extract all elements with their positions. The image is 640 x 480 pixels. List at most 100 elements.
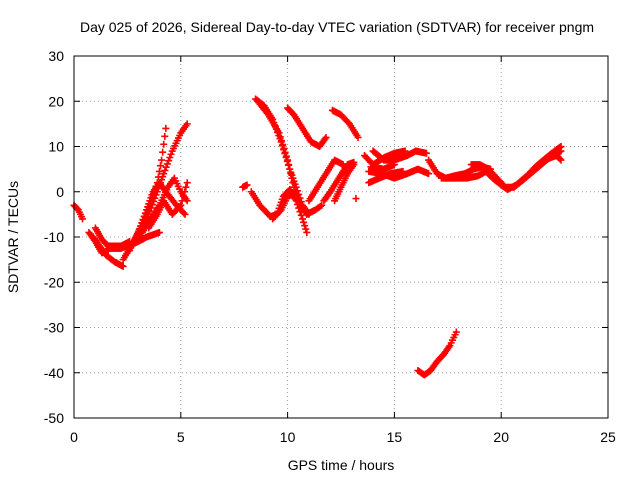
data-point bbox=[275, 129, 283, 137]
x-tick-label: 15 bbox=[387, 429, 403, 445]
data-track bbox=[331, 161, 358, 205]
data-point bbox=[178, 197, 186, 205]
data-point bbox=[181, 210, 189, 218]
data-point bbox=[139, 216, 147, 224]
x-tick-label: 0 bbox=[70, 429, 78, 445]
x-tick-label: 25 bbox=[600, 429, 616, 445]
data-track bbox=[367, 161, 398, 173]
data-point bbox=[160, 140, 168, 148]
data-track bbox=[369, 147, 430, 164]
data-point bbox=[354, 133, 362, 141]
data-point bbox=[288, 174, 296, 182]
y-tick-label: -20 bbox=[44, 274, 64, 290]
data-point bbox=[158, 156, 166, 164]
data-point bbox=[294, 194, 302, 202]
y-tick-label: 0 bbox=[56, 184, 64, 200]
data-point bbox=[148, 201, 156, 209]
data-point bbox=[284, 156, 292, 164]
data-point bbox=[166, 153, 174, 161]
data-point bbox=[289, 179, 297, 187]
data-point bbox=[276, 207, 284, 215]
data-point bbox=[316, 202, 324, 210]
data-point bbox=[287, 170, 295, 178]
data-point bbox=[445, 343, 453, 351]
data-series bbox=[70, 95, 565, 379]
data-point bbox=[295, 198, 303, 206]
y-tick-labels: -50 -40 -30 -20 -10 0 10 20 30 bbox=[44, 48, 608, 426]
data-point bbox=[263, 109, 271, 117]
y-tick-label: 30 bbox=[48, 48, 64, 64]
data-point bbox=[161, 166, 169, 174]
y-tick-label: 10 bbox=[48, 139, 64, 155]
data-track bbox=[269, 190, 298, 223]
data-point bbox=[155, 228, 163, 236]
data-point bbox=[285, 161, 293, 169]
data-point bbox=[179, 192, 187, 200]
data-point bbox=[147, 204, 155, 212]
data-point bbox=[390, 161, 398, 169]
data-point bbox=[155, 167, 163, 175]
data-point bbox=[290, 183, 298, 191]
data-point bbox=[422, 149, 430, 157]
data-point bbox=[160, 170, 168, 178]
data-point bbox=[299, 215, 307, 223]
y-tick-label: -30 bbox=[44, 320, 64, 336]
data-track bbox=[239, 181, 251, 191]
x-tick-label: 5 bbox=[177, 429, 185, 445]
data-point bbox=[79, 215, 87, 223]
data-point bbox=[163, 160, 171, 168]
data-point bbox=[279, 141, 287, 149]
data-point bbox=[557, 156, 565, 164]
data-point bbox=[277, 137, 285, 145]
data-point bbox=[150, 197, 158, 205]
data-track bbox=[305, 156, 347, 205]
data-track bbox=[104, 238, 134, 250]
data-track bbox=[352, 195, 360, 203]
data-point bbox=[161, 132, 169, 140]
data-point bbox=[286, 165, 294, 173]
data-point bbox=[141, 209, 149, 217]
data-point bbox=[352, 195, 360, 203]
data-track bbox=[414, 328, 460, 379]
chart-title: Day 025 of 2026, Sidereal Day-to-day VTE… bbox=[80, 19, 594, 35]
data-point bbox=[162, 124, 170, 132]
data-track bbox=[546, 152, 565, 164]
data-point bbox=[140, 212, 148, 220]
data-point bbox=[177, 201, 185, 209]
data-point bbox=[297, 211, 305, 219]
data-point bbox=[318, 201, 326, 209]
data-point bbox=[301, 222, 309, 230]
x-tick-label: 10 bbox=[280, 429, 296, 445]
y-tick-label: -10 bbox=[44, 229, 64, 245]
y-axis-label: SDTVAR / TECUs bbox=[5, 181, 21, 293]
data-point bbox=[452, 328, 460, 336]
data-point bbox=[181, 188, 189, 196]
data-track bbox=[89, 233, 127, 270]
data-point bbox=[300, 218, 308, 226]
data-point bbox=[281, 148, 289, 156]
data-point bbox=[280, 144, 288, 152]
data-track bbox=[365, 165, 433, 182]
x-tick-label: 20 bbox=[493, 429, 509, 445]
data-point bbox=[157, 162, 165, 170]
data-point bbox=[276, 133, 284, 141]
data-point bbox=[556, 155, 564, 163]
data-track bbox=[70, 201, 87, 223]
data-point bbox=[290, 190, 298, 198]
y-tick-label: -50 bbox=[44, 410, 64, 426]
data-point bbox=[350, 161, 358, 169]
data-point bbox=[182, 183, 190, 191]
data-point bbox=[291, 187, 299, 195]
data-track bbox=[328, 106, 362, 141]
x-axis-label: GPS time / hours bbox=[288, 457, 395, 473]
data-point bbox=[302, 225, 310, 233]
data-point bbox=[151, 194, 159, 202]
data-point bbox=[282, 152, 290, 160]
data-point bbox=[183, 179, 191, 187]
data-point bbox=[180, 209, 188, 217]
data-point bbox=[243, 181, 251, 189]
x-tick-labels: 0 5 10 15 20 25 bbox=[70, 56, 616, 445]
data-point bbox=[152, 191, 160, 199]
data-point bbox=[119, 262, 127, 270]
